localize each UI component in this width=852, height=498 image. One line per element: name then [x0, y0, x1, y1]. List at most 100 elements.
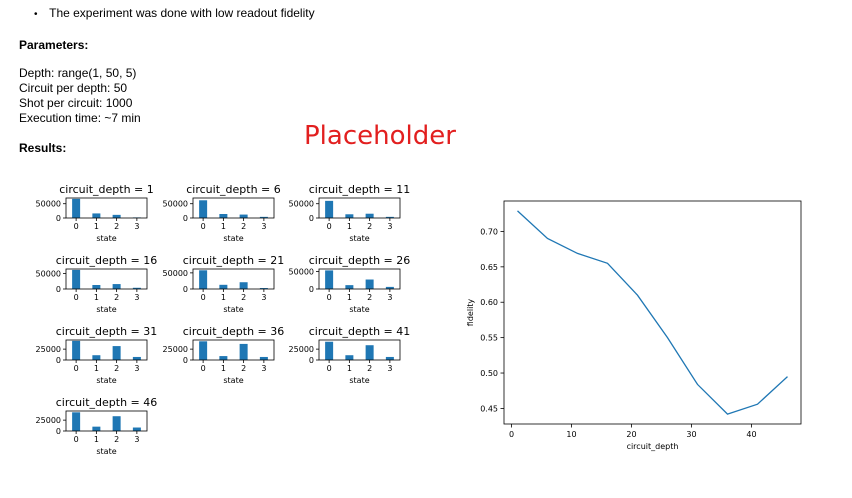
- x-tick-label: 2: [241, 222, 246, 231]
- y-tick-label: 0: [56, 285, 61, 294]
- histogram-frame: [192, 197, 275, 219]
- y-tick-label: 0: [56, 427, 61, 436]
- x-tick-label: 20: [626, 430, 636, 439]
- histogram-5: circuit_depth = 21 0 1 2 3 0 50000 state: [163, 254, 285, 314]
- x-tick-label: 1: [347, 364, 352, 373]
- x-tick-label: 40: [746, 430, 756, 439]
- bar-state-3: [259, 216, 268, 218]
- x-tick-label: 10: [566, 430, 576, 439]
- bar-state-2: [239, 343, 248, 360]
- x-tick-label: 2: [114, 364, 119, 373]
- y-tick-label: 25000: [289, 345, 314, 354]
- x-tick-label: 3: [134, 293, 139, 302]
- histogram-frame: [65, 410, 148, 432]
- y-tick-label: 50000: [36, 270, 61, 279]
- y-tick-label: 50000: [163, 269, 188, 278]
- histogram-8: circuit_depth = 36 0 1 2 3 0 25000 state: [163, 325, 285, 385]
- bar-state-0: [72, 340, 81, 360]
- bar-state-1: [92, 285, 101, 289]
- x-tick-label: 2: [367, 364, 372, 373]
- x-tick-label: 0: [201, 364, 206, 373]
- bar-state-2: [365, 345, 374, 360]
- param-shots: Shot per circuit: 1000: [19, 96, 133, 110]
- y-tick-label: 0.60: [480, 298, 498, 307]
- bar-state-1: [92, 213, 101, 218]
- x-tick-label: 1: [347, 222, 352, 231]
- results-heading: Results:: [19, 141, 67, 155]
- histogram-1: circuit_depth = 1 0 1 2 3 0 50000 state: [36, 183, 154, 243]
- param-time: Execution time: ~7 min: [19, 111, 141, 125]
- x-tick-label: 3: [134, 364, 139, 373]
- histogram-title: circuit_depth = 21: [183, 254, 285, 267]
- bar-state-3: [132, 427, 141, 431]
- histogram-title: circuit_depth = 1: [59, 183, 154, 196]
- histogram-frame: [318, 197, 401, 219]
- x-tick-label: 0: [201, 293, 206, 302]
- bar-state-3: [259, 288, 268, 289]
- x-tick-label: 3: [261, 293, 266, 302]
- x-axis-label: state: [96, 376, 116, 385]
- bar-state-3: [132, 287, 141, 289]
- bar-state-1: [219, 284, 228, 289]
- histogram-9: circuit_depth = 41 0 1 2 3 0 25000 state: [289, 325, 411, 385]
- x-tick-label: 0: [327, 364, 332, 373]
- bar-state-1: [345, 214, 354, 218]
- x-tick-label: 2: [367, 222, 372, 231]
- histogram-2: circuit_depth = 6 0 1 2 3 0 50000 state: [163, 183, 281, 243]
- y-tick-label: 0: [309, 214, 314, 223]
- x-tick-label: 3: [134, 222, 139, 231]
- bar-state-0: [325, 270, 334, 289]
- x-tick-label: 0: [201, 222, 206, 231]
- x-tick-label: 0: [74, 364, 79, 373]
- histogram-title: circuit_depth = 36: [183, 325, 285, 338]
- x-tick-label: 1: [221, 222, 226, 231]
- y-tick-label: 25000: [163, 345, 188, 354]
- x-tick-label: 2: [367, 293, 372, 302]
- bar-state-3: [385, 286, 394, 289]
- x-axis-label: state: [96, 447, 116, 456]
- bar-state-1: [345, 355, 354, 360]
- histogram-frame: [318, 268, 401, 290]
- y-tick-label: 0.70: [480, 227, 498, 236]
- bar-state-3: [132, 356, 141, 360]
- histogram-frame: [65, 339, 148, 361]
- histogram-4: circuit_depth = 16 0 1 2 3 0 50000 state: [36, 254, 158, 314]
- x-tick-label: 0: [74, 293, 79, 302]
- x-tick-label: 2: [114, 222, 119, 231]
- bar-state-0: [325, 200, 334, 218]
- histogram-title: circuit_depth = 26: [309, 254, 411, 267]
- x-tick-label: 1: [221, 293, 226, 302]
- y-tick-label: 0: [56, 356, 61, 365]
- histogram-frame: [65, 197, 148, 219]
- y-tick-label: 50000: [289, 200, 314, 209]
- y-tick-label: 0.45: [480, 404, 498, 413]
- bar-state-2: [112, 214, 121, 218]
- note-bullet: • The experiment was done with low reado…: [34, 6, 315, 20]
- y-tick-label: 0: [183, 285, 188, 294]
- bar-state-2: [112, 416, 121, 431]
- bar-state-2: [239, 214, 248, 218]
- x-tick-label: 3: [387, 364, 392, 373]
- x-tick-label: 2: [114, 293, 119, 302]
- bar-state-0: [199, 341, 208, 360]
- x-tick-label: 1: [347, 293, 352, 302]
- fidelity-frame: [503, 200, 802, 425]
- x-axis-label: state: [223, 305, 243, 314]
- bar-state-2: [112, 346, 121, 360]
- x-tick-label: 30: [686, 430, 696, 439]
- x-tick-label: 2: [241, 293, 246, 302]
- x-tick-label: 0: [327, 222, 332, 231]
- bar-state-2: [365, 213, 374, 218]
- x-tick-label: 0: [509, 430, 514, 439]
- x-axis-label: state: [96, 305, 116, 314]
- y-tick-label: 50000: [36, 200, 61, 209]
- bullet-icon: •: [34, 9, 38, 20]
- param-depth: Depth: range(1, 50, 5): [19, 66, 137, 80]
- histogram-title: circuit_depth = 31: [56, 325, 158, 338]
- y-tick-label: 0.55: [480, 334, 498, 343]
- histogram-title: circuit_depth = 41: [309, 325, 411, 338]
- x-axis-label: state: [223, 234, 243, 243]
- bar-state-0: [72, 198, 81, 218]
